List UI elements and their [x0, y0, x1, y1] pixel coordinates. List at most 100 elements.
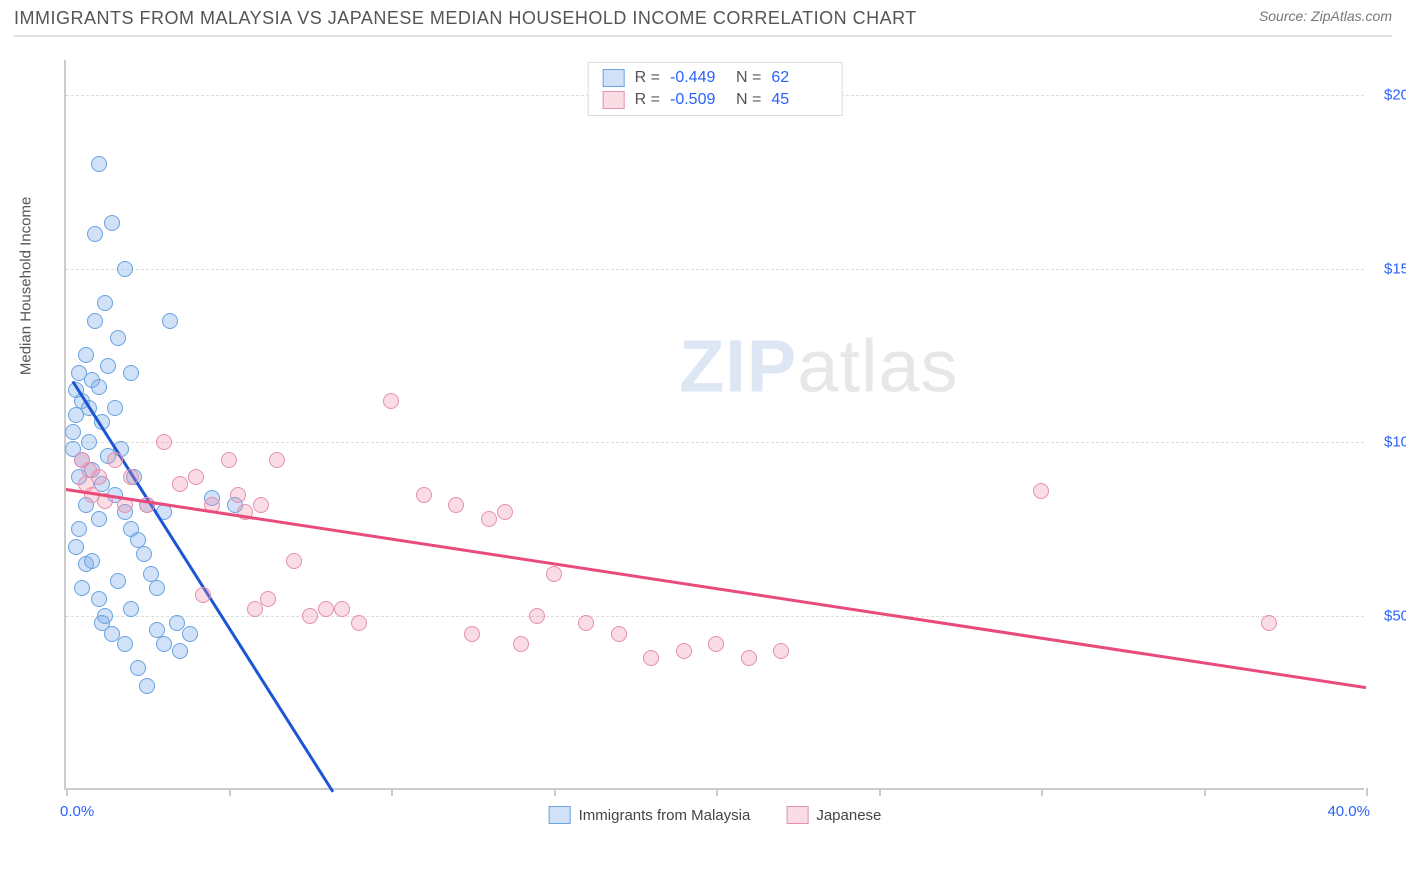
scatter-point-malaysia: [107, 400, 123, 416]
bottom-legend: Immigrants from Malaysia Japanese: [549, 806, 882, 824]
scatter-point-japanese: [546, 566, 562, 582]
x-max-label: 40.0%: [1327, 803, 1370, 820]
swatch-japanese: [786, 806, 808, 824]
scatter-point-japanese: [1033, 483, 1049, 499]
scatter-point-japanese: [643, 650, 659, 666]
scatter-point-japanese: [464, 626, 480, 642]
swatch-malaysia: [603, 69, 625, 87]
scatter-point-japanese: [91, 469, 107, 485]
scatter-point-malaysia: [71, 521, 87, 537]
scatter-point-japanese: [416, 487, 432, 503]
trend-line-japanese: [66, 488, 1366, 689]
scatter-point-japanese: [260, 591, 276, 607]
scatter-point-japanese: [351, 615, 367, 631]
scatter-point-japanese: [497, 504, 513, 520]
scatter-point-malaysia: [104, 215, 120, 231]
scatter-point-malaysia: [91, 379, 107, 395]
scatter-point-malaysia: [94, 615, 110, 631]
scatter-point-malaysia: [91, 591, 107, 607]
scatter-point-japanese: [334, 601, 350, 617]
scatter-point-malaysia: [156, 636, 172, 652]
chart-area: Median Household Income ZIPatlas R = -0.…: [50, 48, 1390, 828]
scatter-point-malaysia: [74, 580, 90, 596]
scatter-point-malaysia: [84, 553, 100, 569]
scatter-point-japanese: [513, 636, 529, 652]
swatch-malaysia: [549, 806, 571, 824]
scatter-point-japanese: [383, 393, 399, 409]
scatter-point-japanese: [676, 643, 692, 659]
scatter-point-japanese: [286, 553, 302, 569]
stats-row-malaysia: R = -0.449 N = 62: [603, 67, 828, 89]
x-tick: [1041, 788, 1043, 796]
scatter-point-malaysia: [97, 295, 113, 311]
scatter-point-japanese: [123, 469, 139, 485]
scatter-point-malaysia: [139, 678, 155, 694]
scatter-point-malaysia: [110, 573, 126, 589]
scatter-point-malaysia: [117, 261, 133, 277]
scatter-point-japanese: [188, 469, 204, 485]
scatter-point-malaysia: [78, 347, 94, 363]
scatter-point-japanese: [230, 487, 246, 503]
scatter-point-malaysia: [100, 358, 116, 374]
y-tick-label: $150,000: [1368, 260, 1406, 277]
scatter-point-japanese: [195, 587, 211, 603]
scatter-point-japanese: [156, 434, 172, 450]
scatter-point-japanese: [773, 643, 789, 659]
x-tick: [879, 788, 881, 796]
scatter-point-japanese: [253, 497, 269, 513]
scatter-point-malaysia: [149, 580, 165, 596]
scatter-point-japanese: [172, 476, 188, 492]
stats-legend: R = -0.449 N = 62 R = -0.509 N = 45: [588, 62, 843, 116]
scatter-point-japanese: [529, 608, 545, 624]
scatter-point-malaysia: [123, 601, 139, 617]
x-tick: [391, 788, 393, 796]
scatter-point-japanese: [1261, 615, 1277, 631]
source-prefix: Source:: [1259, 8, 1311, 24]
scatter-point-malaysia: [136, 546, 152, 562]
n-label: N =: [736, 91, 761, 109]
source-attribution: Source: ZipAtlas.com: [1259, 8, 1392, 24]
source-name: ZipAtlas.com: [1311, 8, 1392, 24]
x-tick: [554, 788, 556, 796]
scatter-point-malaysia: [87, 226, 103, 242]
legend-label-japanese: Japanese: [816, 807, 881, 824]
gridline: [66, 442, 1364, 443]
chart-title: IMMIGRANTS FROM MALAYSIA VS JAPANESE MED…: [14, 8, 917, 29]
scatter-point-japanese: [481, 511, 497, 527]
legend-label-malaysia: Immigrants from Malaysia: [579, 807, 751, 824]
x-tick: [1204, 788, 1206, 796]
n-value-japanese: 45: [771, 91, 827, 109]
scatter-point-malaysia: [172, 643, 188, 659]
r-label: R =: [635, 69, 660, 87]
scatter-point-japanese: [578, 615, 594, 631]
scatter-point-malaysia: [68, 539, 84, 555]
watermark-zip: ZIP: [679, 324, 797, 407]
scatter-point-japanese: [318, 601, 334, 617]
scatter-point-malaysia: [123, 365, 139, 381]
x-tick: [229, 788, 231, 796]
scatter-point-japanese: [269, 452, 285, 468]
x-tick: [66, 788, 68, 796]
scatter-point-japanese: [221, 452, 237, 468]
gridline: [66, 269, 1364, 270]
scatter-point-malaysia: [81, 434, 97, 450]
scatter-point-japanese: [708, 636, 724, 652]
x-min-label: 0.0%: [60, 803, 94, 820]
scatter-point-malaysia: [110, 330, 126, 346]
scatter-point-japanese: [302, 608, 318, 624]
scatter-point-malaysia: [162, 313, 178, 329]
scatter-point-japanese: [611, 626, 627, 642]
scatter-point-malaysia: [65, 424, 81, 440]
chart-header: IMMIGRANTS FROM MALAYSIA VS JAPANESE MED…: [14, 8, 1392, 37]
x-tick: [1366, 788, 1368, 796]
y-axis-label: Median Household Income: [18, 197, 35, 375]
scatter-point-japanese: [247, 601, 263, 617]
n-label: N =: [736, 69, 761, 87]
y-tick-label: $100,000: [1368, 434, 1406, 451]
watermark-atlas: atlas: [797, 324, 958, 407]
scatter-point-malaysia: [91, 156, 107, 172]
plot-region: ZIPatlas R = -0.449 N = 62 R = -0.509 N …: [64, 60, 1364, 790]
legend-item-malaysia: Immigrants from Malaysia: [549, 806, 751, 824]
r-value-malaysia: -0.449: [670, 69, 726, 87]
scatter-point-japanese: [107, 452, 123, 468]
